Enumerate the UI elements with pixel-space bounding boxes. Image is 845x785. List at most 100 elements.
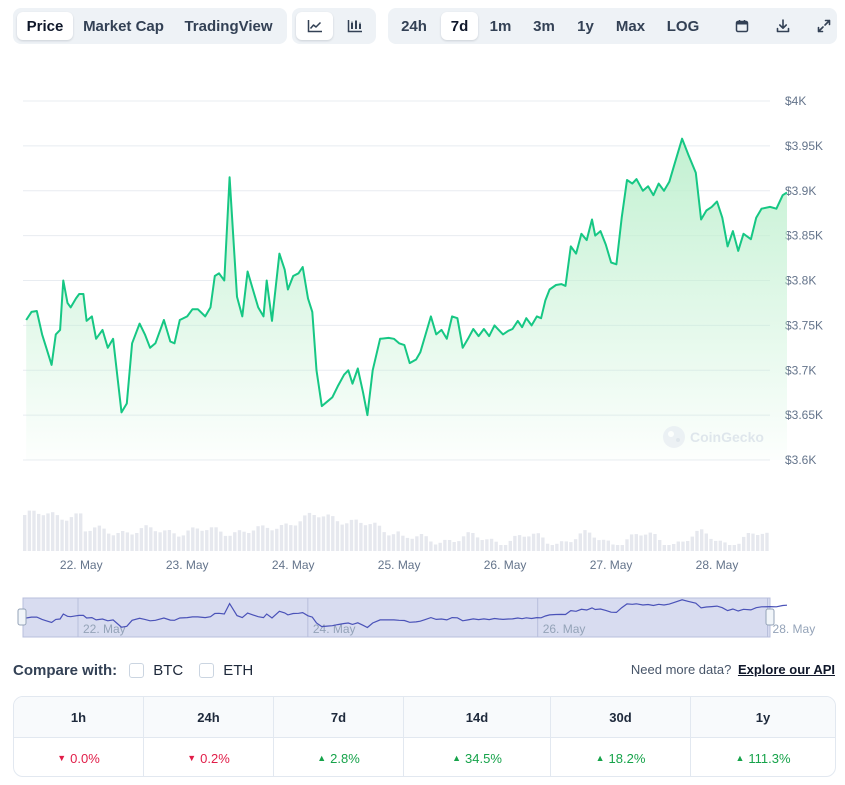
volume-bar bbox=[513, 535, 517, 551]
range-max-button[interactable]: Max bbox=[615, 17, 646, 35]
y-tick-label: $3.9K bbox=[785, 184, 816, 198]
volume-bar bbox=[74, 513, 78, 551]
volume-bar bbox=[653, 534, 657, 551]
volume-bar bbox=[718, 540, 722, 551]
volume-bar bbox=[746, 533, 751, 551]
volume-bar bbox=[345, 523, 349, 551]
caret-up-icon: ▲ bbox=[452, 753, 462, 763]
volume-bar bbox=[186, 530, 190, 551]
candlestick-chart-icon bbox=[347, 20, 362, 33]
volume-bar bbox=[107, 533, 111, 551]
range-3m-button[interactable]: 3m bbox=[533, 17, 555, 35]
volume-bar bbox=[237, 530, 242, 551]
change-24h: ▼ 0.2% bbox=[144, 738, 274, 776]
tab-market-cap[interactable]: Market Cap bbox=[83, 17, 164, 35]
volume-bar bbox=[676, 541, 680, 551]
change-7d-value: 2.8% bbox=[330, 750, 360, 766]
x-tick-label: 27. May bbox=[590, 558, 633, 572]
range-7d-button[interactable]: 7d bbox=[441, 12, 478, 40]
change-24h-value: 0.2% bbox=[200, 750, 230, 766]
navigator-window[interactable] bbox=[22, 597, 771, 638]
range-1y-button[interactable]: 1y bbox=[577, 17, 594, 35]
checkbox-box[interactable] bbox=[199, 662, 215, 678]
volume-bar bbox=[662, 545, 666, 551]
navigator-left-handle[interactable] bbox=[17, 608, 27, 626]
volume-bar bbox=[686, 541, 690, 551]
volume-bar bbox=[424, 536, 428, 551]
log-scale-button[interactable]: LOG bbox=[666, 17, 700, 35]
header-1y: 1y bbox=[755, 709, 771, 725]
volume-bar bbox=[354, 519, 358, 551]
coingecko-watermark: CoinGecko bbox=[663, 426, 764, 448]
volume-bar bbox=[629, 534, 634, 551]
navigator-right-handle[interactable] bbox=[765, 608, 775, 626]
volume-bar bbox=[382, 532, 386, 551]
range-24h-button[interactable]: 24h bbox=[401, 17, 427, 35]
performance-header-row: 1h 24h 7d 14d 30d 1y bbox=[14, 697, 835, 738]
tab-tradingview[interactable]: TradingView bbox=[184, 17, 273, 35]
change-14d-value: 34.5% bbox=[465, 750, 502, 766]
range-navigator[interactable]: 22. May 24. May 26. May 28. May bbox=[17, 597, 815, 638]
volume-bar bbox=[410, 538, 414, 551]
volume-bar bbox=[158, 532, 162, 551]
volume-bar bbox=[415, 536, 419, 551]
change-30d: ▲ 18.2% bbox=[551, 738, 691, 776]
api-promo-text: Need more data? bbox=[630, 662, 732, 677]
volume-bar bbox=[648, 532, 652, 551]
x-tick-label: 22. May bbox=[60, 558, 103, 572]
expand-button[interactable] bbox=[806, 12, 842, 40]
volume-bar bbox=[55, 515, 60, 551]
volume-bar bbox=[111, 535, 116, 551]
compare-with: Compare with: BTC ETH bbox=[13, 660, 269, 680]
checkbox-box[interactable] bbox=[129, 662, 145, 678]
compare-eth-checkbox[interactable]: ETH bbox=[199, 662, 253, 679]
volume-bar bbox=[690, 536, 694, 551]
volume-bar bbox=[714, 540, 718, 551]
volume-bar bbox=[214, 527, 218, 551]
calendar-button[interactable] bbox=[724, 12, 760, 40]
volume-bar bbox=[480, 540, 484, 551]
volume-bar bbox=[335, 521, 340, 551]
volume-bar bbox=[447, 540, 452, 551]
volume-bar bbox=[172, 533, 176, 551]
candlestick-chart-button[interactable] bbox=[336, 12, 373, 40]
volume-bar bbox=[275, 528, 279, 551]
download-button[interactable] bbox=[765, 12, 801, 40]
header-7d: 7d bbox=[274, 697, 404, 737]
volume-bar bbox=[116, 533, 120, 551]
price-chart[interactable]: $4K $3.95K $3.9K $3.85K $3.8K $3.75K $3.7K $3.6… bbox=[0, 0, 845, 650]
volume-bar bbox=[247, 533, 251, 551]
compare-btc-checkbox[interactable]: BTC bbox=[129, 662, 183, 679]
volume-bar bbox=[732, 545, 736, 551]
volume-bar bbox=[32, 510, 36, 551]
caret-up-icon: ▲ bbox=[595, 753, 605, 763]
y-tick-label: $3.75K bbox=[785, 318, 823, 332]
volume-bar bbox=[37, 513, 41, 551]
volume-bar bbox=[177, 536, 181, 551]
volume-bar bbox=[144, 525, 148, 551]
volume-bar bbox=[373, 522, 377, 551]
change-14d: ▲ 34.5% bbox=[404, 738, 551, 776]
volume-bar bbox=[233, 532, 237, 551]
volume-bar bbox=[578, 533, 582, 551]
change-1y: ▲ 111.3% bbox=[691, 738, 835, 776]
y-tick-label: $3.6K bbox=[785, 453, 816, 467]
volume-bar bbox=[457, 541, 461, 551]
change-30d-value: 18.2% bbox=[608, 750, 646, 766]
y-axis: $4K $3.95K $3.9K $3.85K $3.8K $3.75K $3.7K $3.6… bbox=[785, 94, 823, 467]
x-tick-label: 26. May bbox=[484, 558, 527, 572]
volume-bar bbox=[321, 516, 326, 551]
volume-bar bbox=[135, 533, 139, 551]
volume-bar bbox=[471, 533, 475, 551]
caret-down-icon: ▼ bbox=[187, 753, 197, 763]
line-chart-button[interactable] bbox=[296, 12, 333, 40]
performance-table: 1h 24h 7d 14d 30d 1y ▼ 0.0% ▼ 0.2% ▲ 2.8% ▲… bbox=[13, 696, 836, 777]
volume-bar bbox=[401, 535, 405, 551]
range-1m-button[interactable]: 1m bbox=[489, 17, 512, 35]
caret-up-icon: ▲ bbox=[317, 753, 327, 763]
explore-api-link[interactable]: Explore our API bbox=[737, 662, 835, 677]
volume-bar bbox=[583, 530, 587, 551]
volume-bar bbox=[499, 545, 503, 551]
tab-price[interactable]: Price bbox=[17, 12, 73, 40]
compare-eth-label: ETH bbox=[223, 661, 254, 679]
